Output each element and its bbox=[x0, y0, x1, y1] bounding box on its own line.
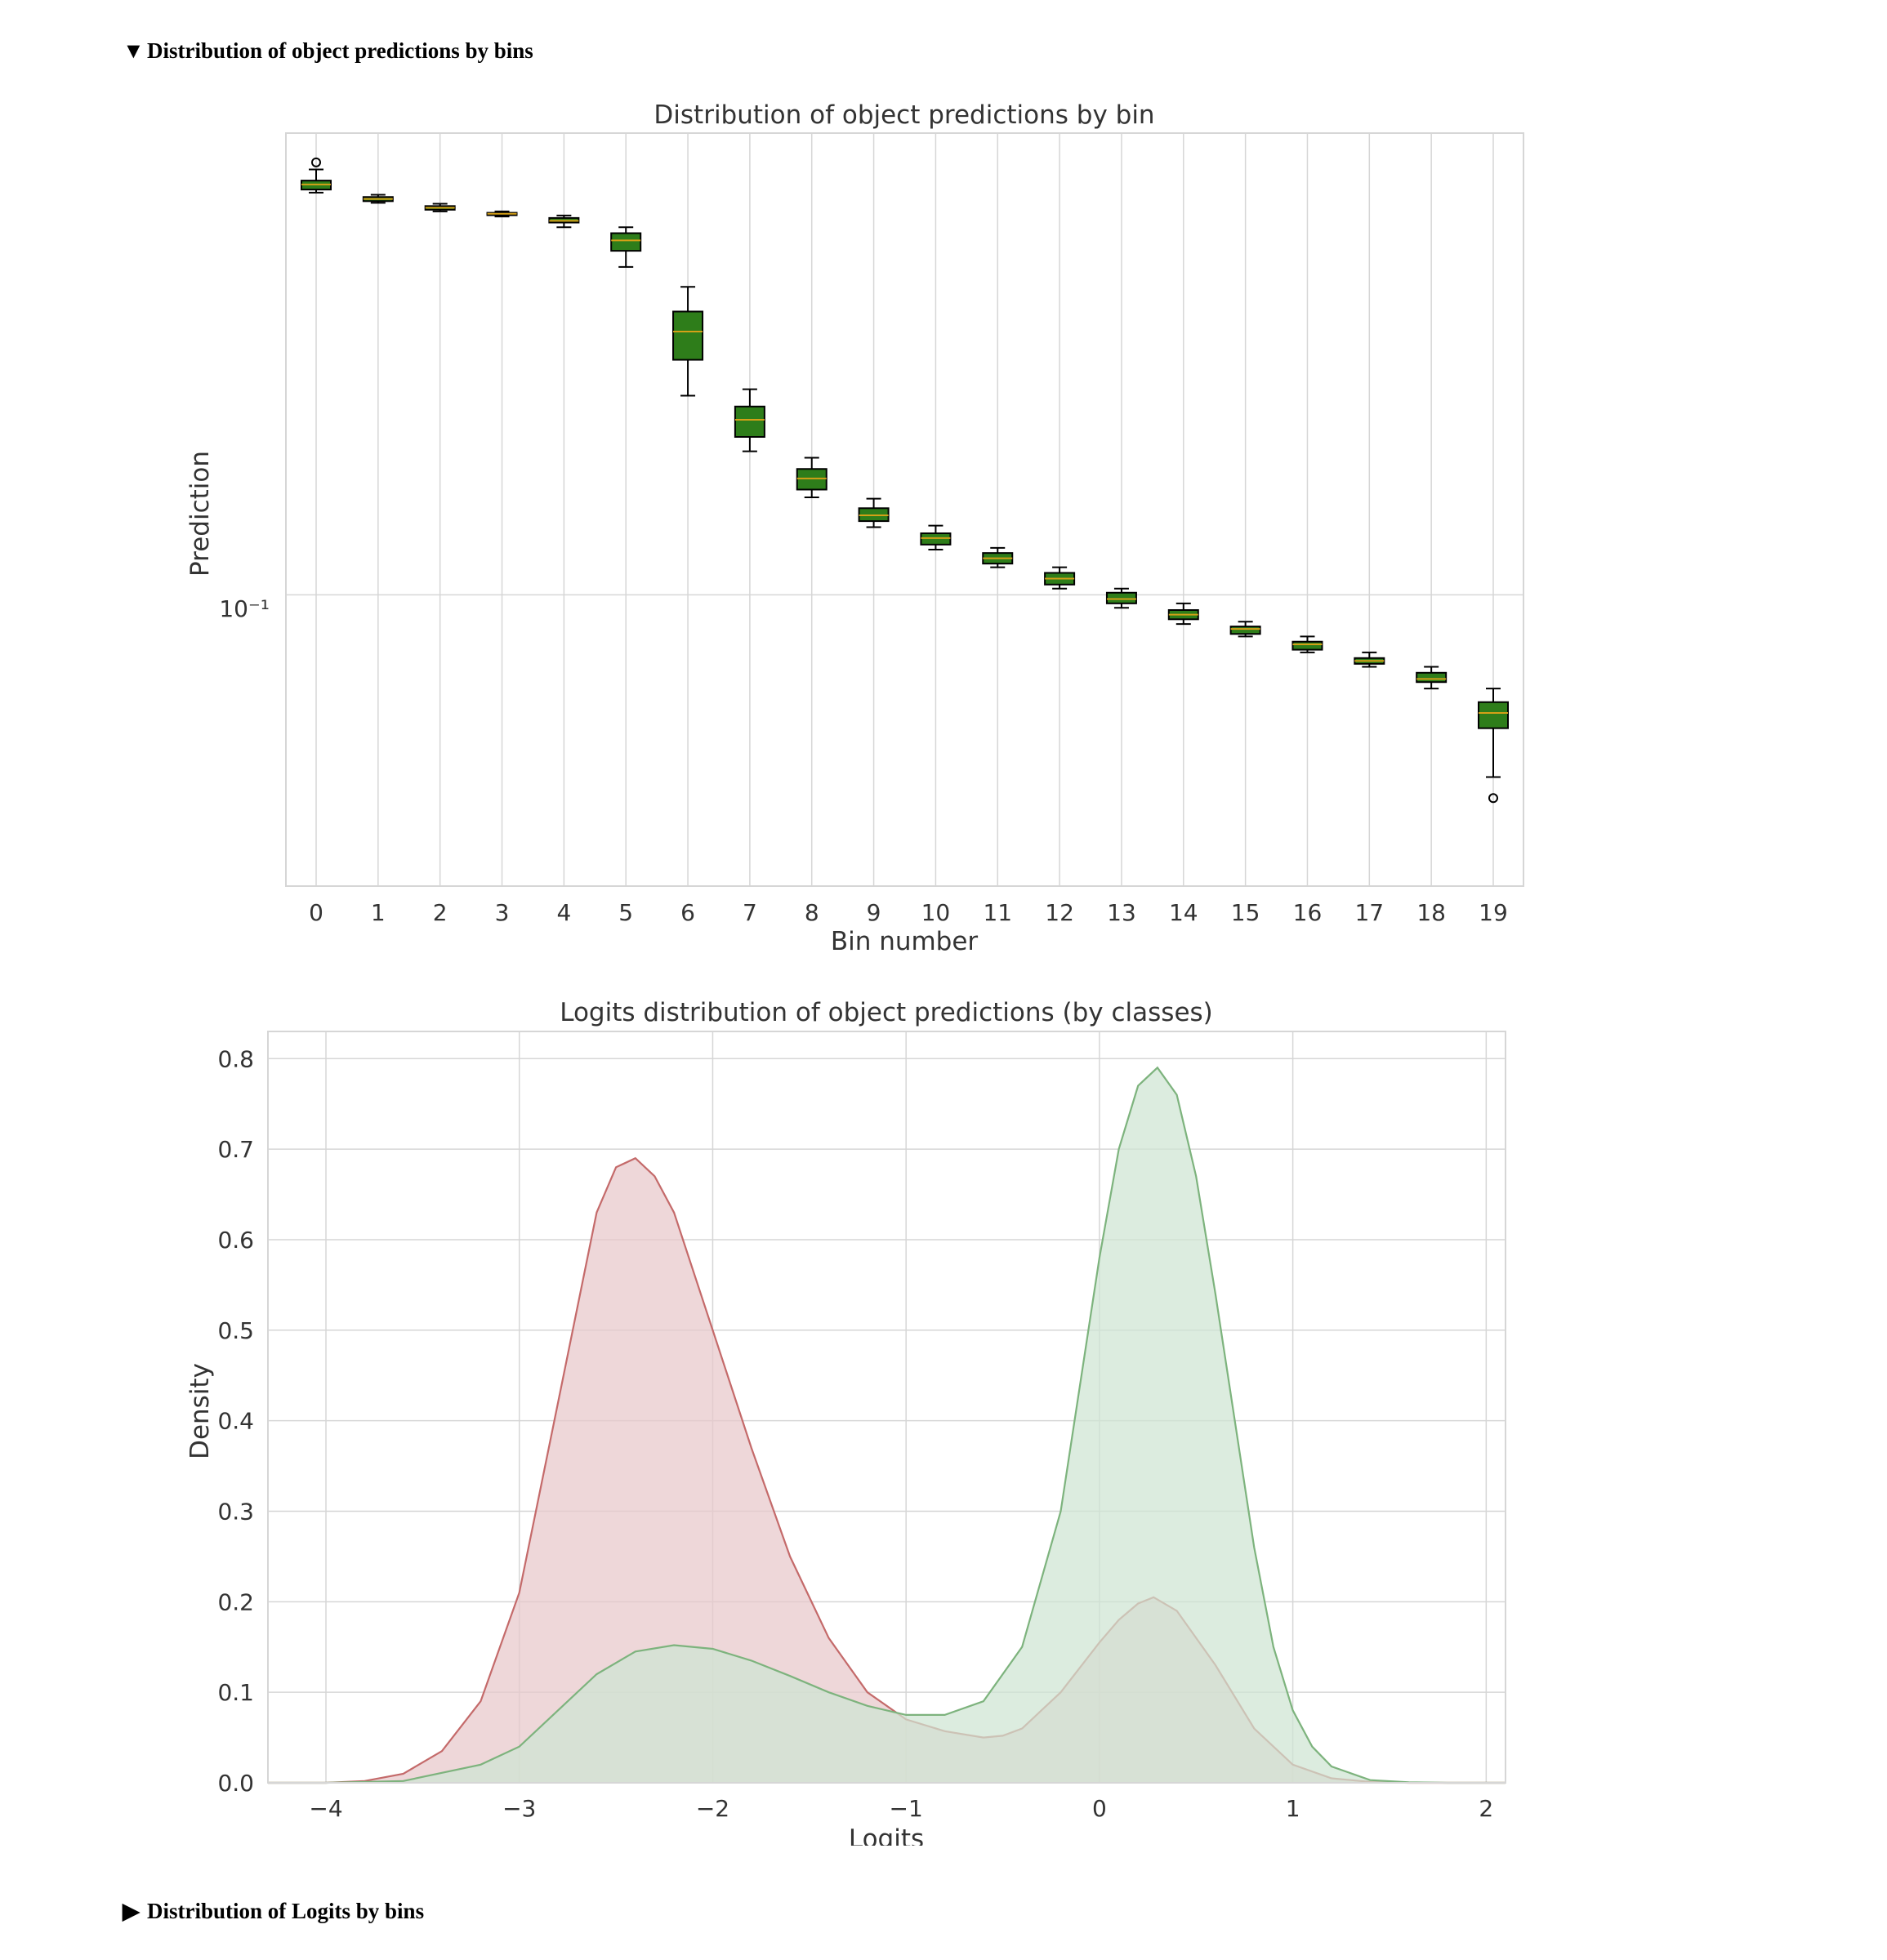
box-plot-predictions-by-bin: Distribution of object predictions by bi… bbox=[185, 100, 1524, 956]
box-bin-16 bbox=[1291, 635, 1323, 653]
kde-chart-grid bbox=[268, 1031, 1506, 1784]
x-tick-label: 11 bbox=[983, 899, 1012, 926]
x-tick-label: 6 bbox=[680, 899, 695, 926]
box-bin-1 bbox=[362, 194, 394, 204]
box-bin-19 bbox=[1478, 688, 1509, 804]
x-tick-label: 4 bbox=[556, 899, 571, 926]
y-tick-label: 0.7 bbox=[217, 1136, 254, 1163]
box-bin-9 bbox=[858, 497, 890, 528]
kde-logits-chart: Logits distribution of object prediction… bbox=[185, 998, 1506, 1846]
box-iqr bbox=[920, 532, 952, 546]
box-iqr bbox=[672, 310, 704, 361]
box-iqr bbox=[1291, 640, 1323, 651]
box-bin-14 bbox=[1167, 602, 1199, 626]
box-bin-13 bbox=[1105, 587, 1137, 609]
x-tick-label: 12 bbox=[1045, 899, 1074, 926]
x-tick-label: 18 bbox=[1416, 899, 1446, 926]
x-tick-label: −2 bbox=[696, 1795, 729, 1822]
section-title: Distribution of Logits by bins bbox=[147, 1899, 425, 1923]
x-tick-label: 5 bbox=[618, 899, 633, 926]
box-bin-18 bbox=[1416, 666, 1448, 690]
x-tick-label: 8 bbox=[805, 899, 819, 926]
section-toggle-predictions-by-bins[interactable]: ▼ Distribution of object predictions by b… bbox=[123, 38, 533, 64]
y-tick-label: 0.1 bbox=[217, 1679, 254, 1706]
x-tick-label: 0 bbox=[1092, 1795, 1107, 1822]
y-tick-label: 0.3 bbox=[217, 1498, 254, 1525]
box-chart-xlabel: Bin number bbox=[831, 927, 979, 956]
y-tick-label: 0.8 bbox=[217, 1045, 254, 1072]
x-tick-label: 10 bbox=[921, 899, 951, 926]
y-tick-label: 0.5 bbox=[217, 1317, 254, 1344]
box-bin-10 bbox=[920, 524, 952, 550]
x-tick-label: −4 bbox=[309, 1795, 342, 1822]
kde-series-red-area bbox=[268, 1158, 1506, 1783]
box-bin-3 bbox=[486, 210, 518, 218]
outlier-point bbox=[1488, 793, 1498, 804]
x-tick-label: 14 bbox=[1169, 899, 1198, 926]
x-tick-label: 7 bbox=[743, 899, 757, 926]
x-tick-label: 17 bbox=[1354, 899, 1384, 926]
x-tick-label: 2 bbox=[433, 899, 448, 926]
x-tick-label: −3 bbox=[502, 1795, 536, 1822]
box-iqr bbox=[1478, 701, 1509, 729]
box-iqr bbox=[610, 232, 642, 252]
box-bin-6 bbox=[672, 286, 704, 397]
y-tick-label: 0.2 bbox=[217, 1588, 254, 1615]
kde-chart-title: Logits distribution of object prediction… bbox=[560, 998, 1213, 1027]
x-tick-label: 1 bbox=[1286, 1795, 1300, 1822]
box-bin-11 bbox=[982, 546, 1014, 568]
box-bin-17 bbox=[1354, 651, 1385, 668]
box-bin-4 bbox=[548, 214, 580, 229]
box-iqr bbox=[796, 468, 828, 491]
section-title: Distribution of object predictions by bi… bbox=[147, 38, 533, 63]
box-iqr bbox=[734, 405, 765, 438]
box-bin-15 bbox=[1229, 621, 1261, 638]
collapsed-triangle-icon: ▶ bbox=[123, 1899, 140, 1923]
x-tick-label: 19 bbox=[1479, 899, 1508, 926]
x-tick-label: 2 bbox=[1479, 1795, 1493, 1822]
box-chart-ytick-label: 10⁻¹ bbox=[219, 595, 270, 622]
box-iqr bbox=[1229, 626, 1261, 635]
box-bin-7 bbox=[734, 388, 765, 452]
box-iqr bbox=[1416, 671, 1448, 684]
box-chart-ylabel: Prediction bbox=[185, 451, 215, 577]
expanded-triangle-icon: ▼ bbox=[123, 38, 145, 63]
box-bin-5 bbox=[610, 226, 642, 268]
x-tick-label: 0 bbox=[309, 899, 323, 926]
x-tick-label: 15 bbox=[1231, 899, 1260, 926]
box-iqr bbox=[1105, 591, 1137, 604]
kde-chart-frame bbox=[267, 1031, 1506, 1784]
box-chart-frame bbox=[285, 132, 1524, 887]
box-chart-grid bbox=[286, 133, 1523, 886]
y-tick-label: 0.4 bbox=[217, 1408, 254, 1435]
x-tick-label: 9 bbox=[867, 899, 881, 926]
x-tick-label: 13 bbox=[1107, 899, 1136, 926]
y-tick-label: 0.6 bbox=[217, 1227, 254, 1254]
x-tick-label: 16 bbox=[1293, 899, 1323, 926]
kde-chart-xlabel: Logits bbox=[849, 1824, 924, 1846]
kde-chart-ylabel: Density bbox=[185, 1363, 215, 1459]
kde-series-green-line bbox=[268, 1066, 1506, 1784]
kde-series-red-line bbox=[268, 1156, 1506, 1784]
x-tick-label: −1 bbox=[890, 1795, 923, 1822]
x-tick-label: 3 bbox=[495, 899, 510, 926]
x-tick-label: 1 bbox=[371, 899, 386, 926]
y-tick-label: 0.0 bbox=[217, 1770, 254, 1797]
box-bin-12 bbox=[1044, 566, 1076, 590]
box-bin-0 bbox=[301, 157, 332, 194]
box-bin-2 bbox=[424, 203, 456, 212]
box-bin-8 bbox=[796, 457, 828, 499]
kde-series-green-area bbox=[268, 1067, 1506, 1783]
box-chart-title: Distribution of object predictions by bi… bbox=[654, 100, 1154, 130]
outlier-point bbox=[311, 157, 321, 167]
section-toggle-logits-by-bins[interactable]: ▶ Distribution of Logits by bins bbox=[123, 1899, 424, 1924]
